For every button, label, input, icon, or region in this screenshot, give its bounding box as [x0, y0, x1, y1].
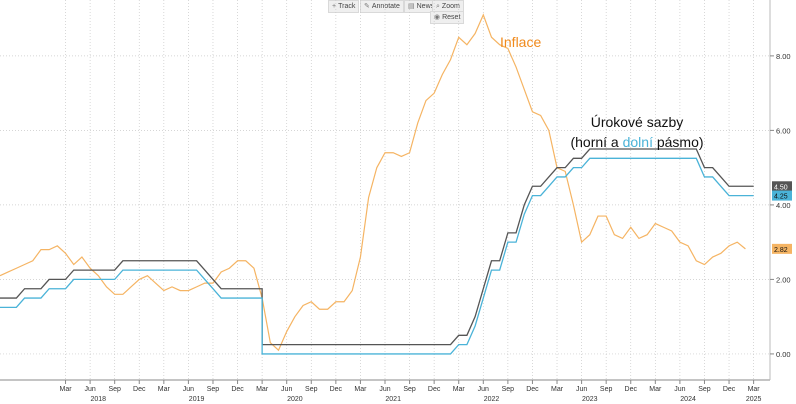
x-year-label: 2019: [189, 396, 205, 403]
x-tick-label: Jun: [576, 386, 587, 393]
last-value-labels: 2.82 4.50 4.25: [772, 181, 792, 254]
x-tick-label: Dec: [330, 386, 343, 393]
x-year-label: 2024: [680, 396, 696, 403]
track-label: Track: [338, 3, 356, 10]
news-icon: ▤: [408, 3, 415, 10]
x-axis: Mar Jun Sep Dec Mar Jun Sep Dec Mar Jun Sep Dec Mar J…: [0, 379, 770, 403]
x-tick-label: Jun: [183, 386, 194, 393]
x-tick-label: Mar: [748, 386, 761, 393]
y-tick-label: 4.00: [776, 201, 791, 210]
news-label: News: [416, 3, 435, 10]
x-tick-label: Dec: [231, 386, 244, 393]
y-tick-label: 6.00: [776, 126, 791, 135]
rates-annotation-suffix: pásmo): [653, 134, 704, 150]
lower-last-value-badge: [772, 190, 792, 201]
upper-last-value-label: 4.50: [774, 184, 788, 191]
x-tick-label: Sep: [207, 386, 220, 393]
x-tick-label: Sep: [600, 386, 613, 393]
zoom-label: Zoom: [441, 3, 460, 10]
x-year-label: 2025: [746, 396, 762, 403]
magnifier-icon: ⌕: [436, 3, 440, 10]
inflation-annotation: Inflace: [500, 34, 541, 50]
inflation-line: [0, 13, 746, 352]
x-tick-label: Jun: [379, 386, 390, 393]
x-tick-label: Mar: [649, 386, 662, 393]
x-year-label: 2020: [287, 396, 303, 403]
annotate-label: Annotate: [371, 3, 400, 10]
x-tick-label: Dec: [625, 386, 638, 393]
crosshair-icon: +: [332, 3, 337, 10]
pencil-icon: ✎: [364, 3, 370, 10]
x-tick-label: Dec: [428, 386, 441, 393]
y-axis: 0.00 2.00 4.00 6.00 8.00: [769, 0, 791, 380]
reset-button[interactable]: ◉ Reset: [430, 11, 465, 24]
upper-line: [0, 148, 754, 346]
lower-last-value-label: 4.25: [774, 194, 788, 201]
x-tick-label: Sep: [502, 386, 515, 393]
x-tick-label: Jun: [674, 386, 685, 393]
news-button[interactable]: ▤ News: [404, 0, 439, 13]
x-tick-label: Mar: [60, 386, 73, 393]
x-year-label: 2021: [385, 396, 401, 403]
rates-annotation-lower: dolní: [623, 134, 653, 150]
x-tick-label: Mar: [256, 386, 269, 393]
x-tick-label: Mar: [551, 386, 564, 393]
x-tick-label: Sep: [305, 386, 318, 393]
y-tick-label: 2.00: [776, 275, 791, 284]
grid: [0, 0, 770, 380]
chart-toolbar: + Track ✎ Annotate ▤ News ⌕ Zoom ◉ Reset: [326, 0, 476, 24]
rates-annotation-prefix: (horní a: [570, 134, 622, 150]
x-year-label: 2023: [582, 396, 598, 403]
x-tick-label: Sep: [698, 386, 711, 393]
x-tick-label: Mar: [158, 386, 171, 393]
x-year-label: 2022: [484, 396, 500, 403]
x-tick-label: Sep: [403, 386, 416, 393]
x-tick-label: Dec: [723, 386, 736, 393]
x-tick-label: Sep: [108, 386, 121, 393]
x-tick-label: Mar: [354, 386, 367, 393]
inflation-last-value-label: 2.82: [774, 247, 788, 254]
upper-last-value-badge: [772, 181, 792, 192]
annotate-button[interactable]: ✎ Annotate: [360, 0, 404, 13]
rates-annotation-line1: Úrokové sazby: [591, 114, 684, 130]
x-tick-label: Jun: [281, 386, 292, 393]
inflation-last-value-badge: [772, 243, 792, 254]
x-tick-label: Dec: [133, 386, 146, 393]
x-tick-label: Jun: [478, 386, 489, 393]
x-year-label: 2018: [91, 396, 107, 403]
y-tick-label: 8.00: [776, 52, 791, 61]
series-lines: [0, 13, 754, 355]
reset-label: Reset: [442, 14, 461, 21]
x-tick-label: Mar: [453, 386, 466, 393]
reset-icon: ◉: [434, 14, 441, 21]
x-tick-label: Jun: [84, 386, 95, 393]
y-tick-label: 0.00: [776, 350, 791, 359]
rates-annotation-line2: (horní a dolní pásmo): [570, 134, 703, 150]
lower-line: [0, 157, 754, 355]
x-tick-label: Dec: [526, 386, 539, 393]
